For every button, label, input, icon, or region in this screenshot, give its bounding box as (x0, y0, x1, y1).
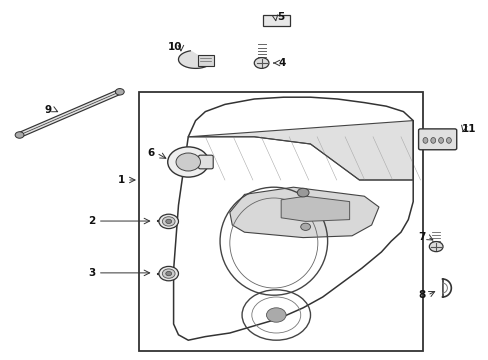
Ellipse shape (430, 138, 435, 143)
Polygon shape (178, 51, 210, 68)
Circle shape (15, 132, 24, 138)
FancyBboxPatch shape (418, 129, 456, 150)
Circle shape (115, 89, 124, 95)
Polygon shape (188, 121, 412, 180)
Circle shape (159, 214, 178, 229)
Bar (198, 55, 213, 66)
Circle shape (162, 217, 175, 226)
Circle shape (167, 147, 208, 177)
Circle shape (266, 308, 285, 322)
Text: 7: 7 (417, 232, 425, 242)
Text: 8: 8 (417, 290, 424, 300)
Circle shape (162, 269, 175, 278)
Circle shape (254, 58, 268, 68)
FancyBboxPatch shape (198, 155, 213, 169)
Text: 3: 3 (88, 268, 95, 278)
Text: 5: 5 (277, 12, 284, 22)
Circle shape (159, 266, 178, 281)
Circle shape (428, 242, 442, 252)
Ellipse shape (446, 138, 450, 143)
Text: 2: 2 (88, 216, 95, 226)
Polygon shape (229, 187, 378, 238)
Circle shape (176, 153, 200, 171)
Bar (262, 15, 289, 26)
Circle shape (165, 219, 171, 224)
Text: 9: 9 (44, 105, 51, 115)
Text: 11: 11 (461, 124, 476, 134)
Circle shape (300, 223, 310, 230)
Text: 10: 10 (167, 42, 182, 52)
Text: 1: 1 (118, 175, 124, 185)
Text: 4: 4 (278, 58, 286, 68)
Circle shape (297, 188, 308, 197)
Text: 6: 6 (147, 148, 154, 158)
Ellipse shape (422, 138, 427, 143)
Circle shape (165, 271, 171, 276)
Ellipse shape (438, 138, 443, 143)
Bar (139, 92, 422, 351)
Polygon shape (281, 196, 349, 221)
